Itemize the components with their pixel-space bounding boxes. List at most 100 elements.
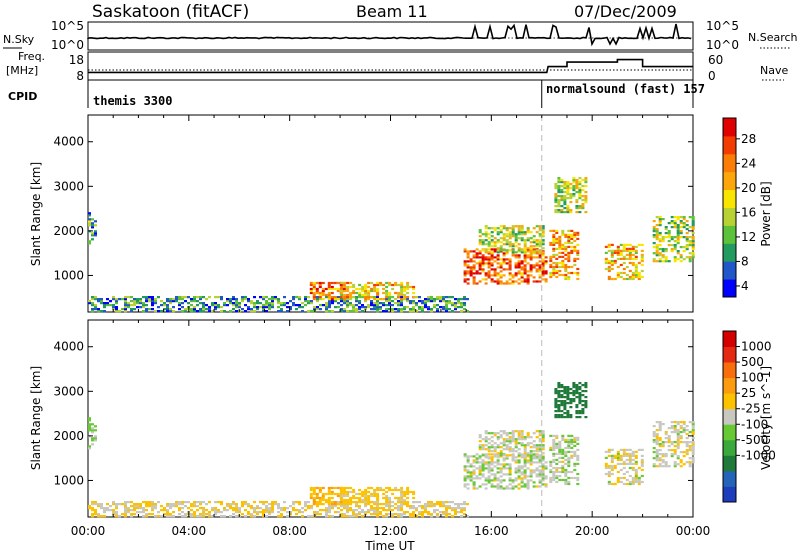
power-cell — [535, 245, 539, 248]
velocity-cell — [688, 447, 692, 450]
power-cell — [508, 249, 512, 252]
power-cell — [361, 306, 364, 309]
velocity-cell — [439, 503, 442, 506]
velocity-cell — [475, 457, 479, 460]
power-cell — [511, 227, 515, 230]
velocity-cell — [569, 400, 573, 403]
power-cell — [244, 310, 247, 313]
power-cell — [337, 302, 340, 305]
power-cell — [487, 227, 491, 230]
velocity-cell — [616, 480, 620, 484]
power-cell — [631, 271, 635, 275]
power-cell — [514, 241, 518, 244]
velocity-cell — [502, 430, 506, 433]
power-cell — [505, 262, 509, 265]
velocity-cell — [685, 425, 689, 428]
velocity-cell — [133, 513, 136, 516]
power-cell — [364, 291, 368, 295]
power-cell — [578, 177, 582, 180]
velocity-cell — [226, 505, 229, 508]
power-cell — [397, 283, 401, 287]
power-cell — [490, 251, 494, 254]
power-cell — [268, 308, 271, 311]
velocity-cell — [511, 440, 515, 443]
power-cell — [265, 300, 268, 303]
velocity-cell — [575, 404, 579, 407]
power-cell — [433, 300, 436, 303]
power-cell — [555, 263, 559, 267]
velocity-cell — [673, 453, 677, 456]
velocity-cell — [499, 479, 503, 482]
power-cell — [541, 264, 545, 267]
power-cell — [572, 177, 576, 180]
velocity-cell — [340, 505, 343, 508]
power-cell — [658, 220, 662, 223]
velocity-cell — [544, 461, 548, 464]
colorbar-swatch — [723, 424, 736, 441]
velocity-cell — [442, 501, 445, 504]
velocity-cell — [610, 454, 614, 457]
velocity-cell — [445, 515, 448, 518]
power-cell — [581, 189, 585, 192]
velocity-cell — [634, 470, 638, 474]
power-cell — [625, 257, 629, 260]
power-cell — [187, 302, 190, 305]
velocity-cell — [619, 448, 623, 451]
velocity-cell — [403, 490, 407, 494]
velocity-cell — [226, 503, 229, 506]
power-cell — [277, 300, 280, 303]
power-cell — [517, 237, 521, 240]
velocity-cell — [573, 476, 577, 480]
power-cell — [610, 243, 614, 246]
power-cell — [541, 239, 545, 242]
velocity-cell — [557, 386, 561, 389]
velocity-cell — [205, 503, 208, 506]
velocity-cell — [448, 505, 451, 508]
velocity-cell — [244, 515, 247, 518]
power-cell — [560, 211, 564, 214]
power-cell — [262, 304, 265, 307]
power-cell — [496, 251, 500, 254]
velocity-cell — [560, 384, 564, 387]
velocity-cell — [490, 473, 494, 476]
velocity-cell — [560, 410, 564, 413]
power-cell — [573, 231, 577, 234]
velocity-cell — [554, 390, 558, 393]
power-cell — [505, 249, 509, 252]
power-cell — [481, 268, 485, 271]
power-cell — [318, 285, 322, 289]
velocity-cell — [355, 501, 358, 504]
velocity-cell — [517, 436, 521, 439]
power-cell — [619, 263, 623, 267]
power-cell — [97, 298, 100, 301]
power-cell — [349, 310, 352, 313]
velocity-cell — [544, 485, 548, 488]
power-cell — [367, 296, 371, 299]
velocity-cell — [315, 496, 319, 500]
velocity-cell — [397, 496, 401, 500]
power-cell — [535, 243, 539, 246]
power-cell — [340, 289, 344, 293]
power-cell — [508, 264, 512, 267]
power-cell — [445, 302, 448, 305]
velocity-cell — [523, 477, 527, 480]
nsearch-tick-bottom: 10^0 — [706, 38, 739, 52]
velocity-cell — [613, 464, 617, 468]
power-cell — [172, 298, 175, 301]
power-cell — [259, 302, 262, 305]
velocity-cell — [253, 509, 256, 512]
power-cell — [493, 256, 497, 259]
power-cell — [367, 289, 371, 293]
velocity-cell — [532, 481, 536, 484]
power-cell — [560, 181, 564, 184]
velocity-cell — [557, 408, 561, 411]
velocity-cell — [409, 515, 412, 518]
power-cell — [340, 304, 343, 307]
velocity-cell — [541, 473, 545, 476]
power-cell — [229, 310, 232, 313]
velocity-cell — [484, 487, 488, 490]
power-cell — [139, 300, 142, 303]
velocity-cell — [382, 503, 386, 506]
velocity-cell — [340, 494, 344, 498]
velocity-cell — [570, 440, 574, 443]
